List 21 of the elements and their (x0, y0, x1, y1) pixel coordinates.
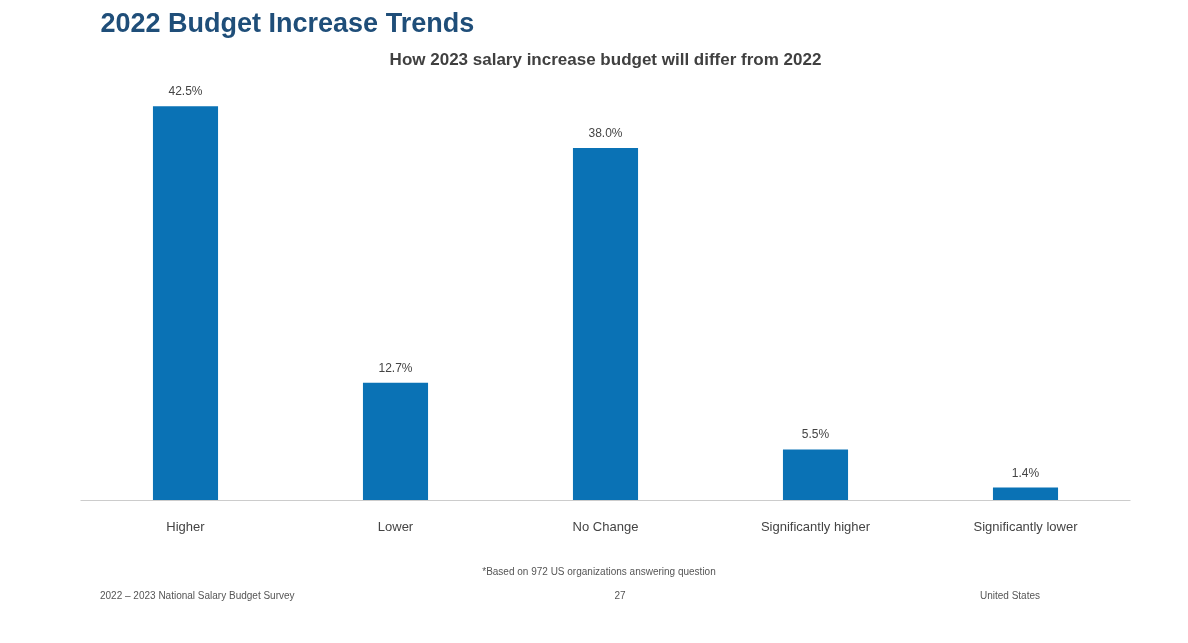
data-label: 42.5% (168, 84, 203, 99)
chart-subtitle: How 2023 salary increase budget will differ from 2022 (389, 49, 822, 69)
data-label: 12.7% (378, 360, 413, 375)
text: 2022 – 2023 National Salary Budget Survey (100, 589, 295, 604)
text: 27 (614, 589, 626, 604)
bar (152, 106, 219, 501)
x-tick-label: Higher (166, 518, 206, 534)
bar (992, 487, 1059, 501)
chart-title: 2022 Budget Increase Trends (100, 7, 475, 38)
bar (362, 382, 429, 501)
data-label: 1.4% (1011, 465, 1040, 480)
bar (782, 449, 849, 501)
data-label: 38.0% (588, 125, 623, 140)
text: *Based on 972 US organizations answering question (482, 565, 716, 579)
data-label: 5.5% (801, 427, 830, 442)
x-tick-label: No Change (572, 518, 639, 534)
bar (572, 147, 639, 501)
x-tick-label: Lower (377, 518, 414, 534)
text: United States (979, 589, 1041, 604)
x-tick-label: Significantly higher (760, 518, 871, 534)
x-tick-label: Significantly lower (973, 518, 1079, 534)
